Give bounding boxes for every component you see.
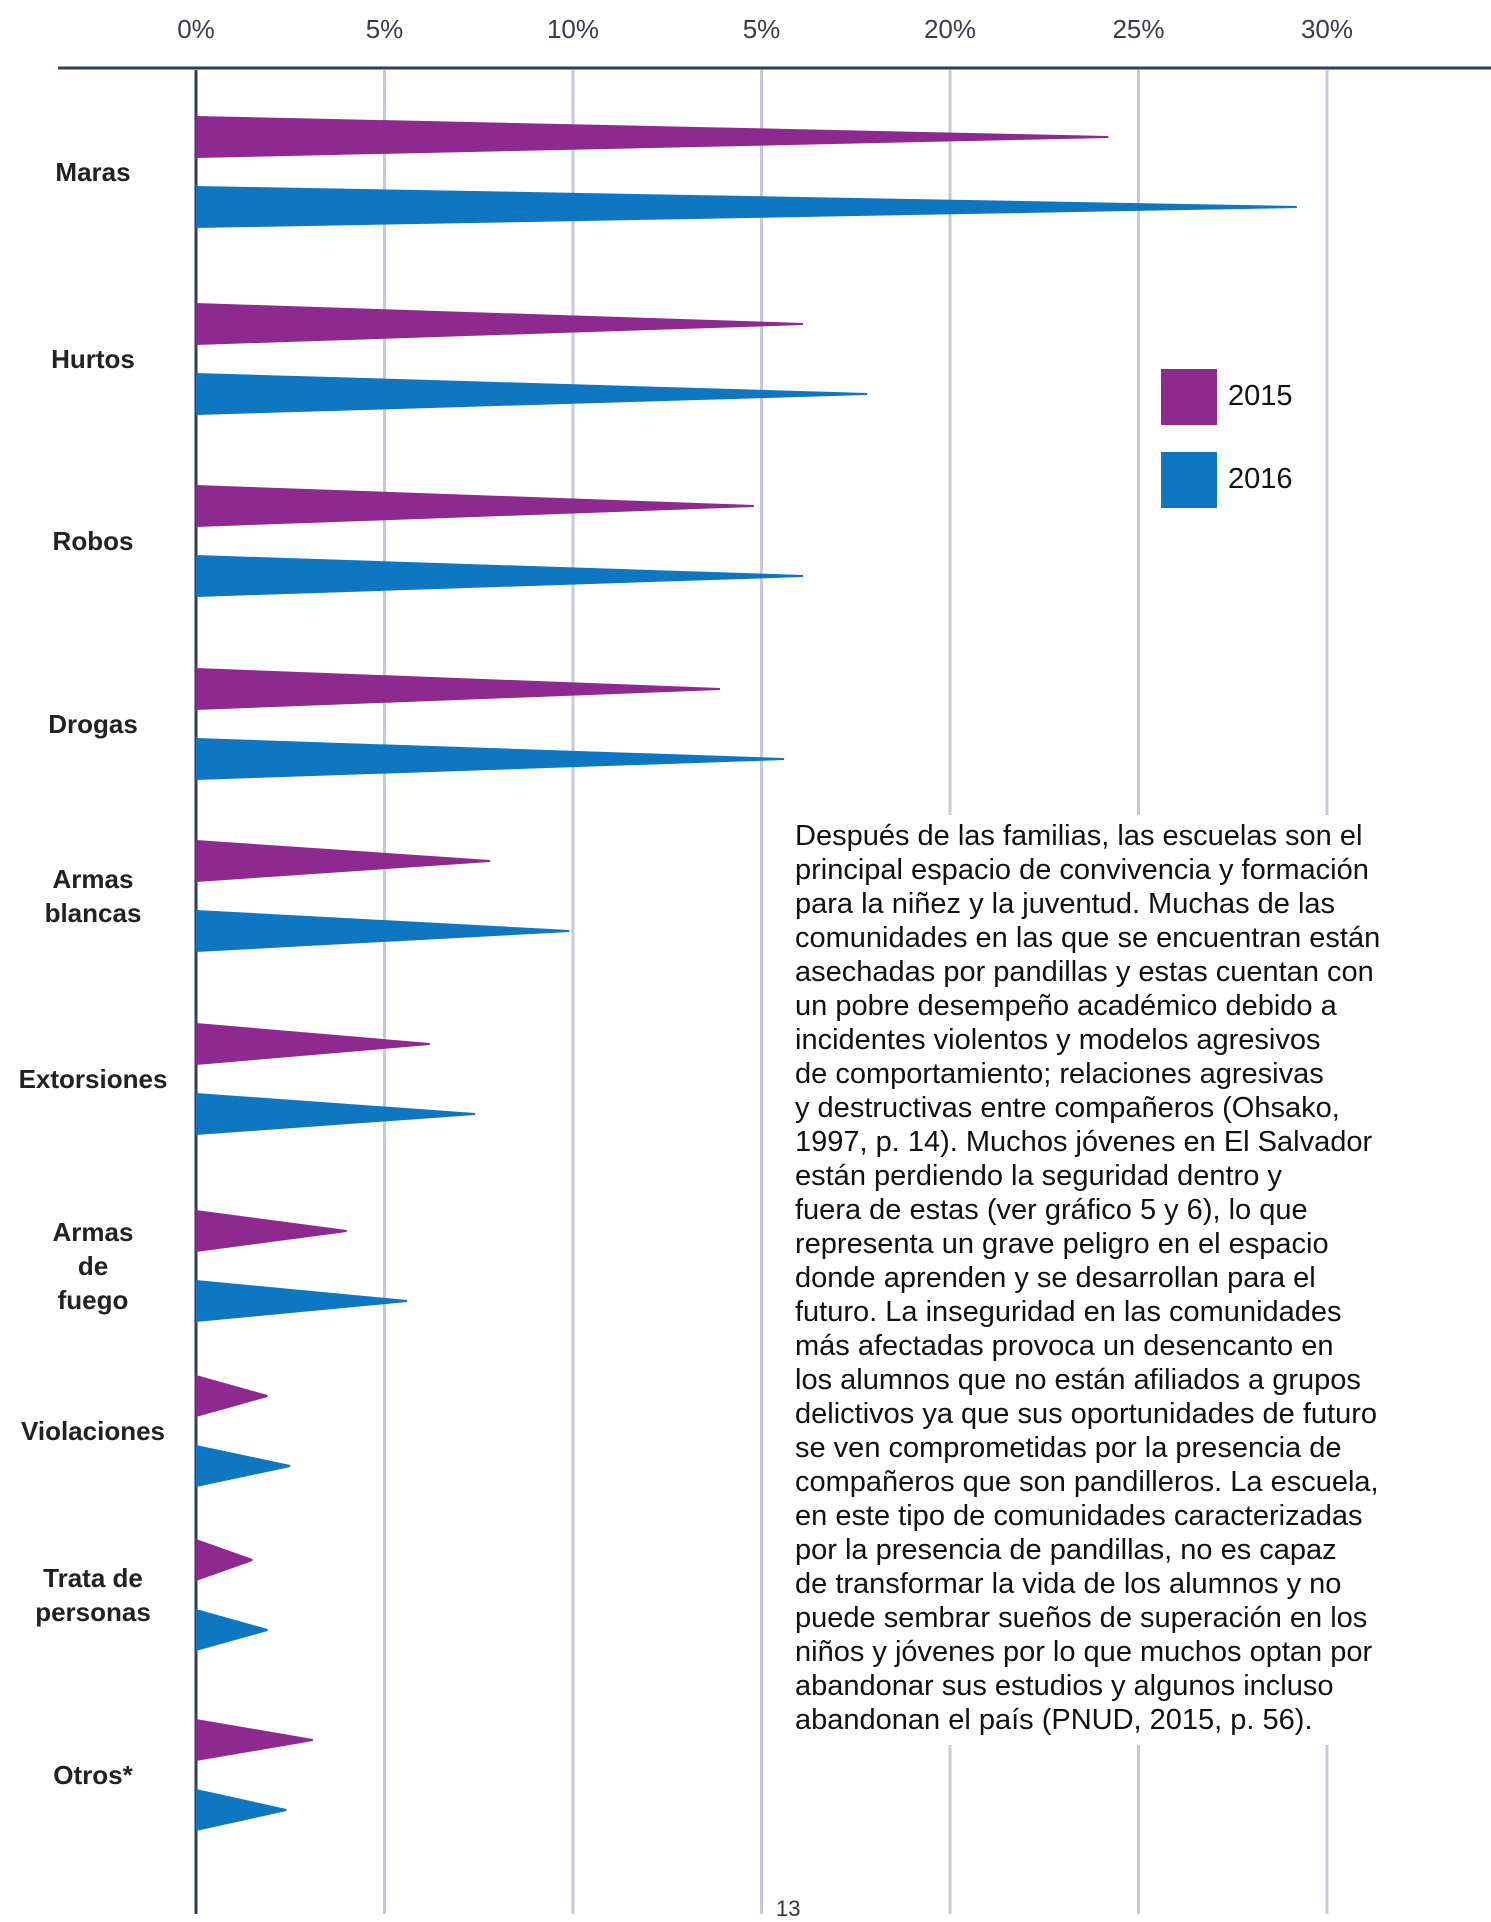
x-tick-label: 10% [547,14,599,44]
category-label: Otros* [53,1760,133,1790]
bar-2015 [196,1719,313,1761]
paragraph-line: niños y jóvenes por lo que muchos optan … [795,1636,1373,1668]
paragraph-line: y destructivas entre compañeros (Ohsako, [795,1092,1340,1124]
legend-swatch-2015 [1161,369,1217,425]
paragraph-line: fuera de estas (ver gráfico 5 y 6), lo q… [795,1194,1308,1226]
x-tick-label: 25% [1112,14,1164,44]
category-label: Extorsiones [18,1064,168,1094]
paragraph-line: los alumnos que no están afiliados a gru… [795,1364,1361,1396]
paragraph-line: comunidades en las que se encuentran est… [795,922,1381,954]
category-label: Armas blancas [44,864,142,928]
x-tick-label: 30% [1301,14,1353,44]
paragraph-line: abandonar sus estudios y algunos incluso [795,1670,1334,1702]
paragraph-line: para la niñez y la juventud. Muchas de l… [795,888,1336,920]
x-tick-label: 5% [743,14,781,44]
category-label: Trata de personas [35,1563,151,1627]
category-label: Robos [52,526,134,556]
paragraph-line: puede sembrar sueños de superación en lo… [795,1602,1368,1634]
bar-2015 [196,840,491,882]
bar-2016 [196,1445,291,1487]
bar-2016 [196,1609,268,1651]
bars [196,116,1297,1831]
paragraph-line: un pobre desempeño académico debido a [795,990,1337,1022]
paragraph-line: se ven comprometidas por la presencia de [795,1432,1342,1464]
paragraph-line: asechadas por pandillas y estas cuentan … [795,956,1374,988]
paragraph-line: futuro. La inseguridad en las comunidade… [795,1296,1342,1328]
bar-2016 [196,738,785,780]
x-tick-label: 0% [177,14,215,44]
bar-2016 [196,1093,475,1135]
body-paragraph: Después de las familias, las escuelas so… [795,815,1491,1745]
x-tick-label: 5% [366,14,404,44]
category-label: Armas de fuego [52,1217,134,1315]
x-tick-label: 20% [924,14,976,44]
page-number: 13 [776,1896,801,1921]
bar-2016 [196,1789,287,1831]
paragraph-line: Después de las familias, las escuelas so… [795,820,1363,852]
bar-2016 [196,555,803,597]
legend-label-2015: 2015 [1228,380,1293,412]
bar-2015 [196,1375,268,1417]
paragraph-line: donde aprenden y se desarrollan para el [795,1262,1316,1294]
paragraph-line: abandonan el país (PNUD, 2015, p. 56). [795,1704,1313,1736]
paragraph-line: delictivos ya que sus oportunidades de f… [795,1398,1377,1430]
bar-2016 [196,186,1297,228]
bar-2015 [196,116,1109,158]
paragraph-line: incidentes violentos y modelos agresivos [795,1024,1321,1056]
bar-2015 [196,1210,347,1252]
paragraph-line: por la presencia de pandillas, no es cap… [795,1534,1337,1566]
bar-2016 [196,910,570,952]
paragraph-line: están perdiendo la seguridad dentro y [795,1160,1282,1192]
bar-2015 [196,1539,253,1581]
paragraph-line: principal espacio de convivencia y forma… [795,854,1369,886]
paragraph-line: representa un grave peligro en el espaci… [795,1228,1329,1260]
x-axis-tick-labels: 0% 5% 10% 5% 20% 25% 30% [177,14,1353,44]
bar-2016 [196,373,868,415]
bar-2015 [196,485,754,527]
category-label: Drogas [48,709,138,739]
category-label: Hurtos [51,344,135,374]
paragraph-line: en este tipo de comunidades caracterizad… [795,1500,1363,1532]
legend-label-2016: 2016 [1228,463,1293,495]
paragraph-line: de comportamiento; relaciones agresivas [795,1058,1324,1090]
bar-2015 [196,303,803,345]
paragraph-line: de transformar la vida de los alumnos y … [795,1568,1342,1600]
legend-swatch-2016 [1161,452,1217,508]
bar-2016 [196,1280,408,1322]
bar-2015 [196,668,721,710]
paragraph-line: compañeros que son pandilleros. La escue… [795,1466,1379,1498]
paragraph-line: más afectadas provoca un desencanto en [795,1330,1334,1362]
category-label: Maras [55,157,131,187]
bar-2015 [196,1023,430,1065]
paragraph-line: 1997, p. 14). Muchos jóvenes en El Salva… [795,1126,1373,1158]
category-label: Violaciones [20,1416,166,1446]
